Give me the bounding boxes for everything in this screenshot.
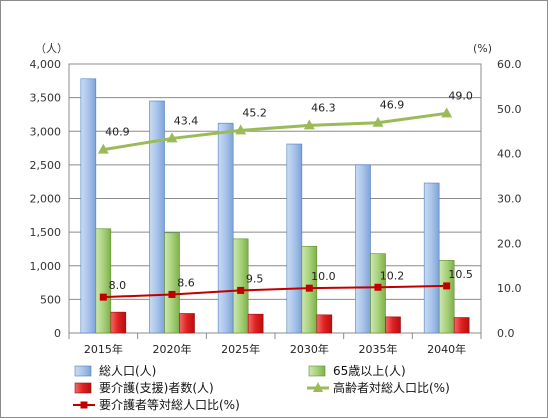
legend-swatch xyxy=(74,382,92,394)
line-aging-ratio xyxy=(103,111,447,152)
data-label: 10.2 xyxy=(380,269,405,282)
legend-swatch xyxy=(308,365,326,377)
y-right-tick-label: 60.0 xyxy=(497,58,522,71)
data-label: 49.0 xyxy=(448,89,473,102)
bar-care-recipients xyxy=(110,311,127,334)
data-label: 43.4 xyxy=(174,114,199,127)
y-right-unit: (%) xyxy=(473,42,492,55)
bar-care-recipients xyxy=(179,313,195,334)
marker-care-ratio xyxy=(374,283,382,291)
y-left-tick-label: 500 xyxy=(40,293,61,306)
legend-marker xyxy=(80,401,88,409)
marker-care-ratio xyxy=(443,282,451,290)
bar-care-recipients xyxy=(247,313,264,334)
bar-total-population xyxy=(80,78,97,334)
y-left-tick-label: 4,000 xyxy=(30,58,62,71)
y-right-tick-label: 0.0 xyxy=(497,327,515,340)
bar-aged-65-plus xyxy=(232,238,249,334)
y-left-tick-label: 0 xyxy=(54,327,61,340)
marker-aging-ratio xyxy=(97,143,109,154)
legend-label: 要介護者等対総人口比(%) xyxy=(99,397,240,412)
bar-care-recipients xyxy=(453,317,470,334)
legend-label: 高齢者対総人口比(%) xyxy=(333,380,450,395)
data-label: 9.5 xyxy=(246,272,264,285)
y-right-tick-label: 40.0 xyxy=(497,148,522,161)
y-left-tick-label: 2,500 xyxy=(30,159,62,172)
x-tick-label: 2015年 xyxy=(84,342,123,356)
marker-aging-ratio xyxy=(441,107,453,118)
bar-care-recipients xyxy=(385,316,401,334)
data-label: 46.9 xyxy=(380,99,405,112)
bar-aged-65-plus xyxy=(370,253,386,334)
marker-care-ratio xyxy=(99,293,107,301)
marker-care-ratio xyxy=(168,290,176,298)
marker-aging-ratio xyxy=(235,124,247,135)
bar-total-population xyxy=(217,122,234,334)
legend-label: 65歳以上(人) xyxy=(333,364,406,378)
data-label: 10.0 xyxy=(311,270,336,283)
y-left-unit: （人） xyxy=(35,42,68,55)
data-label: 8.6 xyxy=(177,276,195,289)
legend-label: 要介護(支援)者数(人) xyxy=(99,380,214,395)
legend-label: 総人口(人) xyxy=(99,364,156,378)
x-tick-label: 2040年 xyxy=(427,342,466,356)
bar-aged-65-plus xyxy=(95,228,112,334)
y-left-tick-label: 1,500 xyxy=(30,226,62,239)
y-left-tick-label: 2,000 xyxy=(30,193,62,206)
bar-total-population xyxy=(149,100,165,334)
bar-total-population xyxy=(286,143,303,334)
bar-care-recipients xyxy=(316,314,333,334)
y-left-tick-label: 3,500 xyxy=(30,92,62,105)
x-tick-label: 2035年 xyxy=(359,342,398,356)
marker-aging-ratio xyxy=(166,132,178,143)
data-label: 46.3 xyxy=(311,101,336,114)
bar-total-population xyxy=(423,182,440,334)
bar-aged-65-plus xyxy=(438,260,455,334)
y-right-tick-label: 20.0 xyxy=(497,237,522,250)
y-right-tick-label: 50.0 xyxy=(497,103,522,116)
data-label: 45.2 xyxy=(242,106,267,119)
marker-care-ratio xyxy=(237,286,245,294)
data-label: 10.5 xyxy=(448,268,473,281)
x-tick-label: 2025年 xyxy=(221,342,260,356)
marker-care-ratio xyxy=(305,284,313,292)
marker-aging-ratio xyxy=(372,116,384,127)
y-left-tick-label: 3,000 xyxy=(30,125,62,138)
data-label: 8.0 xyxy=(109,279,127,292)
x-tick-label: 2030年 xyxy=(290,342,329,356)
bar-aged-65-plus xyxy=(164,232,180,334)
data-label: 40.9 xyxy=(105,126,130,139)
marker-aging-ratio xyxy=(303,119,315,130)
line-care-ratio xyxy=(103,284,447,299)
legend-marker xyxy=(313,382,323,392)
y-right-tick-label: 30.0 xyxy=(497,193,522,206)
bar-total-population xyxy=(355,164,371,334)
y-right-tick-label: 10.0 xyxy=(497,282,522,295)
x-tick-label: 2020年 xyxy=(153,342,192,356)
legend-swatch xyxy=(74,365,92,377)
y-left-tick-label: 1,000 xyxy=(30,260,62,273)
